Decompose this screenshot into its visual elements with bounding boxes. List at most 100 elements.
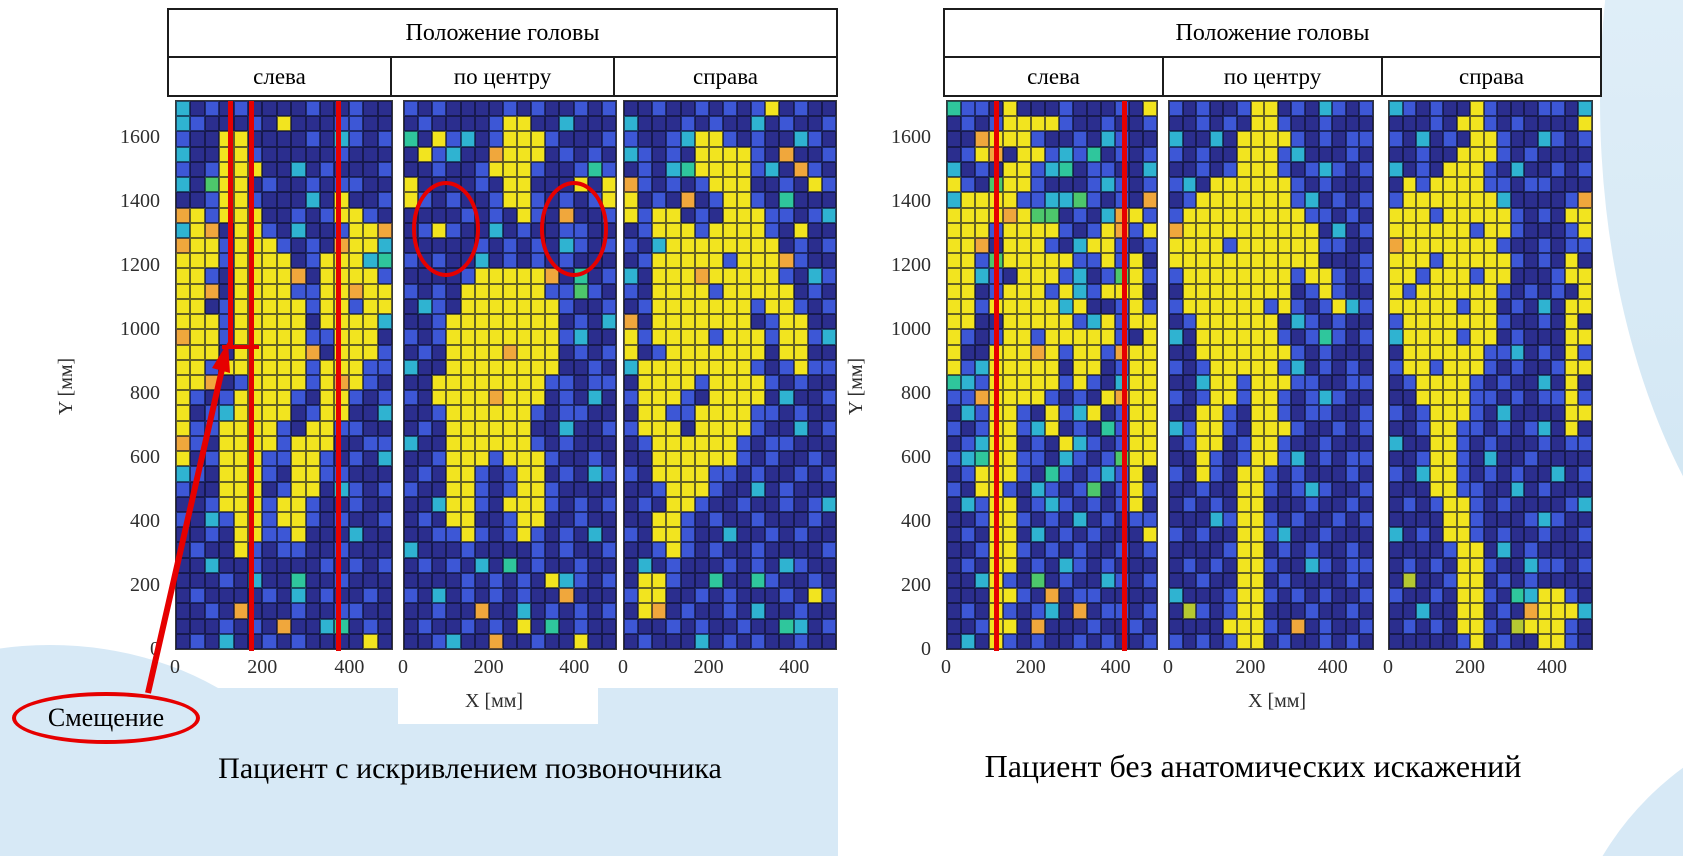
heatmap-cell (624, 146, 639, 162)
heatmap-cell (737, 496, 752, 512)
heatmap-cell (1237, 633, 1251, 649)
heatmap-cell (1429, 344, 1444, 360)
heatmap-cell (779, 512, 794, 528)
heatmap-cell (1359, 161, 1373, 178)
heatmap-cell (708, 527, 723, 543)
heatmap-cell (947, 375, 961, 391)
heatmap-cell (961, 238, 975, 254)
heatmap-cell (1031, 253, 1045, 269)
heatmap-cell (1129, 329, 1143, 345)
heatmap-cell (1429, 253, 1444, 269)
heatmap-cell (233, 496, 248, 512)
heatmap-cell (680, 238, 695, 254)
heatmap-cell (276, 466, 292, 482)
heatmap-cell (502, 618, 518, 634)
heatmap-cell (1483, 298, 1498, 315)
heatmap-cell (488, 375, 503, 391)
heatmap-cell (601, 298, 616, 315)
heatmap-cell (975, 603, 989, 619)
heatmap-cell (666, 344, 681, 360)
heatmap-cell (204, 177, 220, 193)
heatmap-cell (624, 435, 639, 452)
heatmap-cell (779, 177, 794, 193)
heatmap-cell (1031, 603, 1045, 619)
heatmap-cell (233, 405, 248, 421)
heatmap-cell (363, 633, 378, 649)
heatmap-cell (1537, 420, 1552, 436)
heatmap-cell (446, 116, 461, 132)
heatmap-cell (601, 451, 616, 467)
heatmap-cell (961, 435, 975, 452)
y-tick-label: 1400 (120, 190, 160, 213)
heatmap-cell (638, 314, 653, 330)
heatmap-cell (1087, 238, 1101, 254)
heatmap-cell (961, 192, 975, 208)
heatmap-cell (1291, 572, 1305, 589)
heatmap-cell (1129, 451, 1143, 467)
heatmap-cell (502, 572, 518, 589)
heatmap-cell (587, 283, 602, 299)
heatmap-cell (573, 390, 588, 406)
heatmap-cell (1169, 375, 1183, 391)
heatmap-cell (821, 283, 836, 299)
heatmap-cell (531, 405, 546, 421)
heatmap-cell (559, 390, 574, 406)
heatmap-cell (722, 390, 738, 406)
heatmap-cell (793, 329, 808, 345)
heatmap-cell (601, 542, 616, 558)
heatmap-cell (446, 390, 461, 406)
x-tick-label: 400 (779, 656, 810, 678)
heatmap-cell (262, 298, 277, 315)
heatmap-cell (737, 466, 752, 482)
heatmap-cell (751, 314, 766, 330)
heatmap-cell (1169, 496, 1183, 512)
heatmap-cell (1209, 466, 1224, 482)
heatmap-cell (1059, 177, 1073, 193)
heatmap-cell (488, 161, 503, 178)
heatmap-cell (460, 390, 475, 406)
heatmap-cell (1291, 618, 1305, 634)
heatmap-cell (1402, 268, 1417, 284)
heatmap-cell (1564, 253, 1579, 269)
heatmap-cell (947, 603, 961, 619)
heatmap-cell (460, 329, 475, 345)
heatmap-cell (276, 116, 292, 132)
heatmap-cell (559, 359, 574, 375)
heatmap-cell (1483, 329, 1498, 345)
heatmap-cell (1277, 359, 1292, 375)
heatmap-cell (531, 192, 546, 208)
heatmap-cell (722, 131, 738, 147)
heatmap-cell (624, 298, 639, 315)
heatmap-cell (446, 451, 461, 467)
heatmap-cell (751, 192, 766, 208)
y-tick-label: 1000 (120, 318, 160, 341)
heatmap-cell (652, 283, 667, 299)
heatmap-cell (1087, 572, 1101, 589)
heatmap-cell (680, 420, 695, 436)
heatmap-cell (961, 466, 975, 482)
heatmap-cell (1359, 101, 1373, 117)
heatmap-cell (319, 329, 335, 345)
heatmap-cell (1073, 375, 1087, 391)
heatmap-cell (190, 222, 205, 238)
heatmap-cell (204, 512, 220, 528)
heatmap-cell (1182, 512, 1197, 528)
heatmap-cell (1073, 512, 1087, 528)
heatmap-cell (779, 314, 794, 330)
heatmap-cell (1318, 268, 1333, 284)
heatmap-cell (765, 496, 780, 512)
heatmap-cell (1318, 101, 1333, 117)
heatmap-cell (1277, 512, 1292, 528)
heatmap-cell (1073, 329, 1087, 345)
y-tick-label: 800 (901, 382, 931, 405)
heatmap-cell (680, 375, 695, 391)
y-tick-label: 0 (921, 638, 931, 660)
heatmap-cell (666, 283, 681, 299)
heatmap-cell (1305, 329, 1319, 345)
heatmap-cell (1277, 314, 1292, 330)
heatmap-cell (961, 481, 975, 497)
heatmap-cell (559, 101, 574, 117)
heatmap-cell (517, 222, 532, 238)
heatmap-cell (793, 557, 808, 573)
heatmap-cell (1003, 161, 1017, 178)
